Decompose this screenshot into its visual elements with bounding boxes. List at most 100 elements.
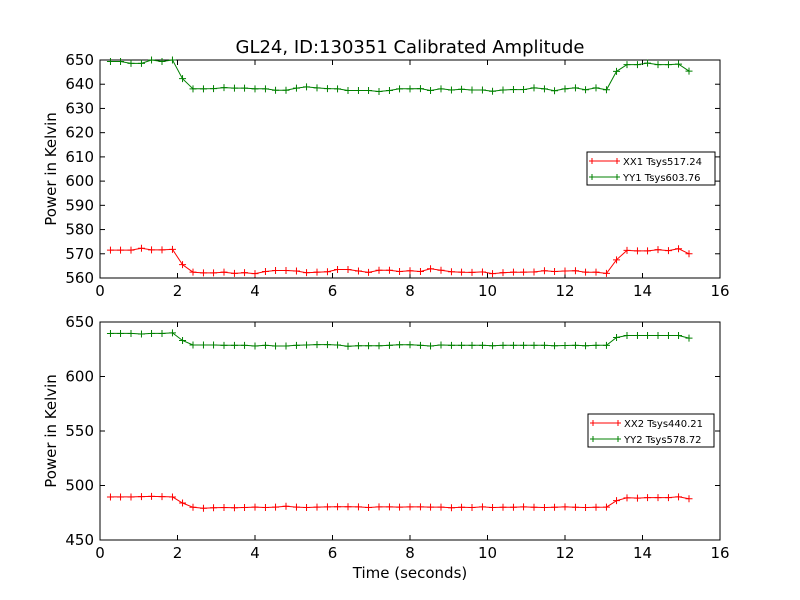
x-tick-label: 8: [405, 282, 415, 300]
y-tick-label: 500: [65, 477, 94, 495]
data-point-marker: [551, 87, 559, 95]
data-point-marker: [220, 268, 228, 276]
data-point-marker: [540, 341, 548, 349]
data-point-marker: [499, 269, 507, 277]
data-point-marker: [685, 495, 693, 503]
data-point-marker: [127, 246, 135, 254]
data-point-marker: [210, 341, 218, 349]
y-tick-label: 550: [65, 422, 94, 440]
data-point-marker: [251, 85, 259, 93]
data-point-marker: [675, 493, 683, 501]
data-point-marker: [633, 332, 641, 340]
data-point-marker: [323, 341, 331, 349]
data-point-marker: [664, 247, 672, 255]
data-point-marker: [334, 341, 342, 349]
data-point-marker: [644, 494, 652, 502]
y-tick-label: 640: [65, 75, 94, 93]
data-point-marker: [106, 329, 114, 337]
data-point-marker: [613, 497, 621, 505]
data-point-marker: [106, 57, 114, 65]
data-point-marker: [179, 75, 187, 83]
legend-marker: [589, 174, 620, 180]
data-point-marker: [272, 503, 280, 511]
data-point-marker: [158, 57, 166, 65]
data-point-marker: [375, 503, 383, 511]
data-point-marker: [406, 85, 414, 93]
data-point-marker: [334, 503, 342, 511]
data-point-marker: [344, 503, 352, 511]
data-point-marker: [385, 341, 393, 349]
legend: XX2 Tsys440.21 YY2 Tsys578.72: [587, 413, 715, 448]
data-point-marker: [375, 87, 383, 95]
data-point-marker: [540, 85, 548, 93]
data-point-marker: [664, 61, 672, 69]
legend-box: [586, 151, 716, 186]
data-point-marker: [344, 87, 352, 95]
data-point-marker: [499, 341, 507, 349]
y-tick-label: 650: [65, 313, 94, 331]
data-point-marker: [664, 494, 672, 502]
data-point-marker: [592, 84, 600, 92]
data-point-marker: [303, 83, 311, 91]
data-point-marker: [148, 492, 156, 500]
data-point-marker: [313, 84, 321, 92]
data-point-marker: [561, 503, 569, 511]
data-point-marker: [354, 267, 362, 275]
data-point-marker: [613, 333, 621, 341]
data-point-marker: [106, 493, 114, 501]
x-tick-label: 16: [710, 282, 729, 300]
data-point-marker: [602, 341, 610, 349]
data-point-marker: [551, 342, 559, 350]
data-point-marker: [644, 59, 652, 67]
data-point-marker: [210, 269, 218, 277]
data-point-marker: [241, 84, 249, 92]
x-axis-label: Time (seconds): [352, 564, 468, 582]
data-point-marker: [303, 269, 311, 277]
y-tick-label: 580: [65, 221, 94, 239]
data-point-marker: [633, 61, 641, 69]
data-point-marker: [613, 256, 621, 264]
data-point-marker: [241, 341, 249, 349]
data-point-marker: [437, 503, 445, 511]
data-point-marker: [148, 246, 156, 254]
data-point-marker: [437, 85, 445, 93]
data-point-marker: [602, 269, 610, 277]
data-point-marker: [582, 86, 590, 94]
data-point-marker: [292, 84, 300, 92]
data-point-marker: [478, 341, 486, 349]
y-tick-label: 600: [65, 368, 94, 386]
data-point-marker: [427, 87, 435, 95]
data-point-marker: [468, 504, 476, 512]
data-point-marker: [137, 330, 145, 338]
data-point-marker: [137, 244, 145, 252]
data-point-marker: [117, 329, 125, 337]
data-point-marker: [623, 332, 631, 340]
data-point-marker: [416, 503, 424, 511]
data-point-marker: [406, 267, 414, 275]
data-point-marker: [261, 504, 269, 512]
data-point-marker: [334, 266, 342, 274]
y-tick-label: 590: [65, 196, 94, 214]
data-point-marker: [520, 268, 528, 276]
data-point-marker: [489, 342, 497, 350]
x-tick-label: 6: [328, 544, 338, 562]
data-point-marker: [354, 342, 362, 350]
data-point-marker: [468, 268, 476, 276]
data-point-marker: [571, 503, 579, 511]
data-point-marker: [633, 247, 641, 255]
data-point-marker: [561, 85, 569, 93]
legend-marker: [589, 158, 620, 164]
x-tick-label: 16: [710, 544, 729, 562]
data-point-marker: [685, 334, 693, 342]
data-point-marker: [509, 86, 517, 94]
data-point-marker: [561, 342, 569, 350]
data-point-marker: [654, 246, 662, 254]
data-point-marker: [344, 266, 352, 274]
y-axis-label: Power in Kelvin: [42, 112, 60, 226]
x-tick-label: 8: [405, 544, 415, 562]
y-axis-label: Power in Kelvin: [42, 374, 60, 488]
data-point-marker: [406, 341, 414, 349]
data-point-marker: [282, 502, 290, 510]
data-point-marker: [375, 266, 383, 274]
data-point-marker: [540, 504, 548, 512]
